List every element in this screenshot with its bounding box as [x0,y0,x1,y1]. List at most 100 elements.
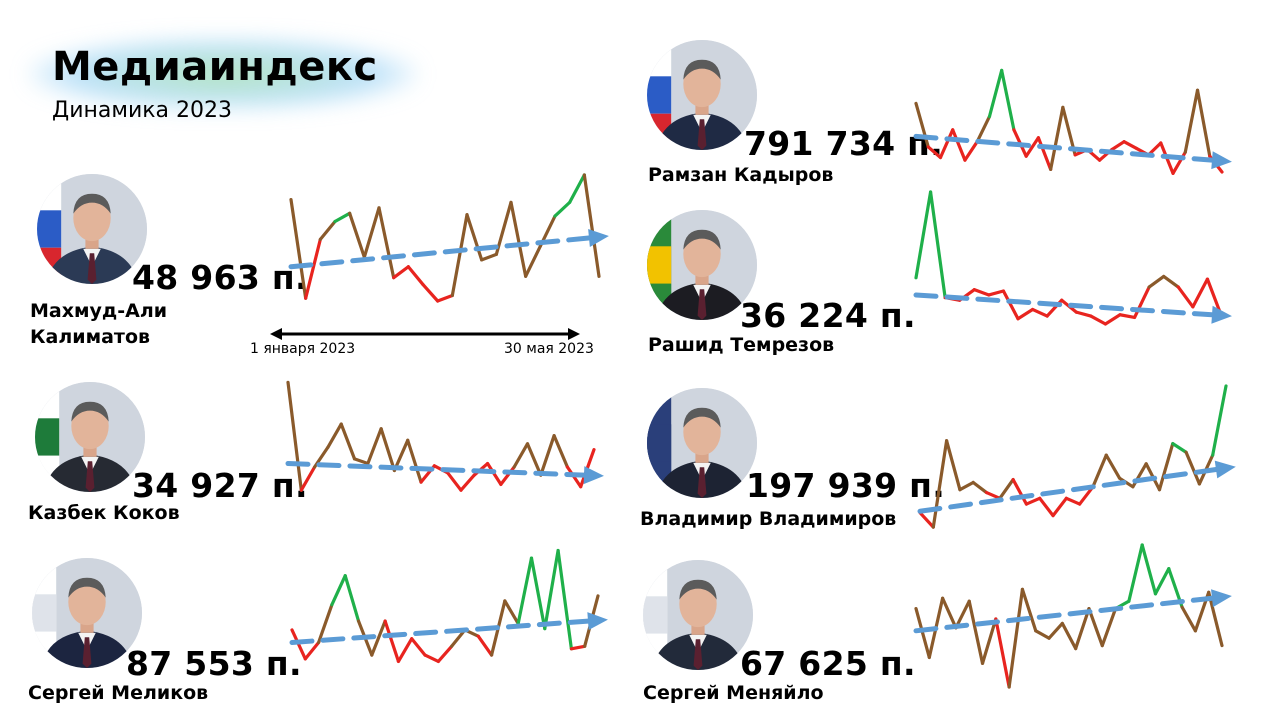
series-segment [1030,307,1049,318]
avatar-kokov [35,382,145,492]
name-menyaylo: Сергей Меняйло [643,682,824,704]
series-segment [1001,289,1020,321]
page-title: Медиаиндекс [52,44,378,90]
series-segment [392,265,410,280]
trend-line [917,467,1219,514]
series-segment [967,599,985,665]
series-segment [1110,140,1126,152]
axis-start-label: 1 января 2023 [250,341,356,357]
series-segment [383,619,401,664]
axis-end-label: 30 мая 2023 [504,341,594,357]
series-segment [994,617,1011,689]
name-melikov: Сергей Меликов [28,682,209,704]
sparkline-kokov [285,380,604,492]
series-segment [525,442,543,477]
series-segment [1191,277,1210,309]
series-segment [963,140,979,162]
portrait-icon [35,382,145,492]
series-segment [1060,621,1078,651]
name-kalimatov: Махмуд-Али Калиматов [30,298,167,350]
series-segment [1024,496,1042,506]
series-segment [998,477,1015,500]
series-segment [975,114,992,144]
name-kalimatov-line1: Махмуд-Али [30,300,168,322]
series-segment [1118,313,1137,319]
series-segment [299,465,317,492]
series-segment [436,293,454,303]
name-temrezov: Рашид Темрезов [648,334,835,356]
score-kadyrov: 791 734 п. [744,124,944,163]
series-segment [303,640,321,661]
series-segment [980,617,998,665]
series-segment [499,465,516,487]
sparkline-menyaylo [913,543,1232,689]
name-kokov: Казбек Коков [28,502,180,524]
series-segment [446,471,463,492]
trend-arrowhead [1211,151,1232,170]
series-segment [1171,441,1188,454]
series-segment [1034,629,1051,640]
name-kalimatov-line2: Калиматов [30,326,151,348]
series-segment [379,427,397,473]
score-temrezov: 36 224 п. [740,296,916,335]
score-menyaylo: 67 625 п. [740,644,916,683]
series-segment [1011,477,1029,506]
sparkline-temrezov [913,190,1232,326]
series-segment [552,434,569,469]
series-segment [377,206,396,280]
series-segment [1104,453,1122,480]
series-segment [954,599,971,630]
series-segment [494,200,513,257]
trend-line [913,595,1215,634]
series-segment [436,644,454,664]
series-segment [971,480,989,495]
series-segment [348,211,366,259]
series-segment [343,574,361,623]
series-segment [476,634,494,657]
series-segment [1100,606,1118,648]
trend-line [289,618,591,645]
avatar-kalimatov [37,174,147,284]
series-segment [529,556,547,631]
series-segment [1049,105,1065,171]
series-segment [926,145,943,160]
series-segment [326,422,343,449]
series-segment [1089,314,1108,326]
name-kadyrov: Рамзан Кадыров [648,164,834,186]
series-segment [1091,453,1108,489]
series-segment [318,219,337,241]
series-segment [512,442,530,469]
series-segment [987,289,1006,297]
series-segment [480,252,498,262]
series-segment [339,422,357,461]
score-vladimirov: 197 939 п. [746,466,946,505]
series-segment [1153,567,1171,596]
series-segment [1020,587,1038,633]
series-segment [931,439,949,529]
series-segment [410,637,427,657]
series-segment [1140,543,1158,596]
series-segment [1087,606,1104,648]
avatar-kadyrov [647,40,757,150]
trend-line [288,235,592,270]
series-segment [1064,496,1082,506]
series-segment [423,653,440,664]
trend-arrowhead [588,229,609,247]
series-segment [524,244,542,278]
series-segment [914,190,933,280]
series-segment [1047,621,1064,640]
series-segment [543,548,560,631]
series-segment [1132,285,1151,319]
series-segment [362,206,381,259]
series-segment [317,603,334,645]
sparkline-vladimirov [917,384,1236,529]
series-segment [421,282,440,303]
series-segment [987,68,1004,119]
series-segment [465,213,484,262]
series-segment [304,237,322,300]
series-segment [286,380,303,492]
series-segment [289,198,308,300]
avatar-temrezov [647,210,757,320]
series-segment [945,439,962,492]
series-segment [928,190,947,300]
